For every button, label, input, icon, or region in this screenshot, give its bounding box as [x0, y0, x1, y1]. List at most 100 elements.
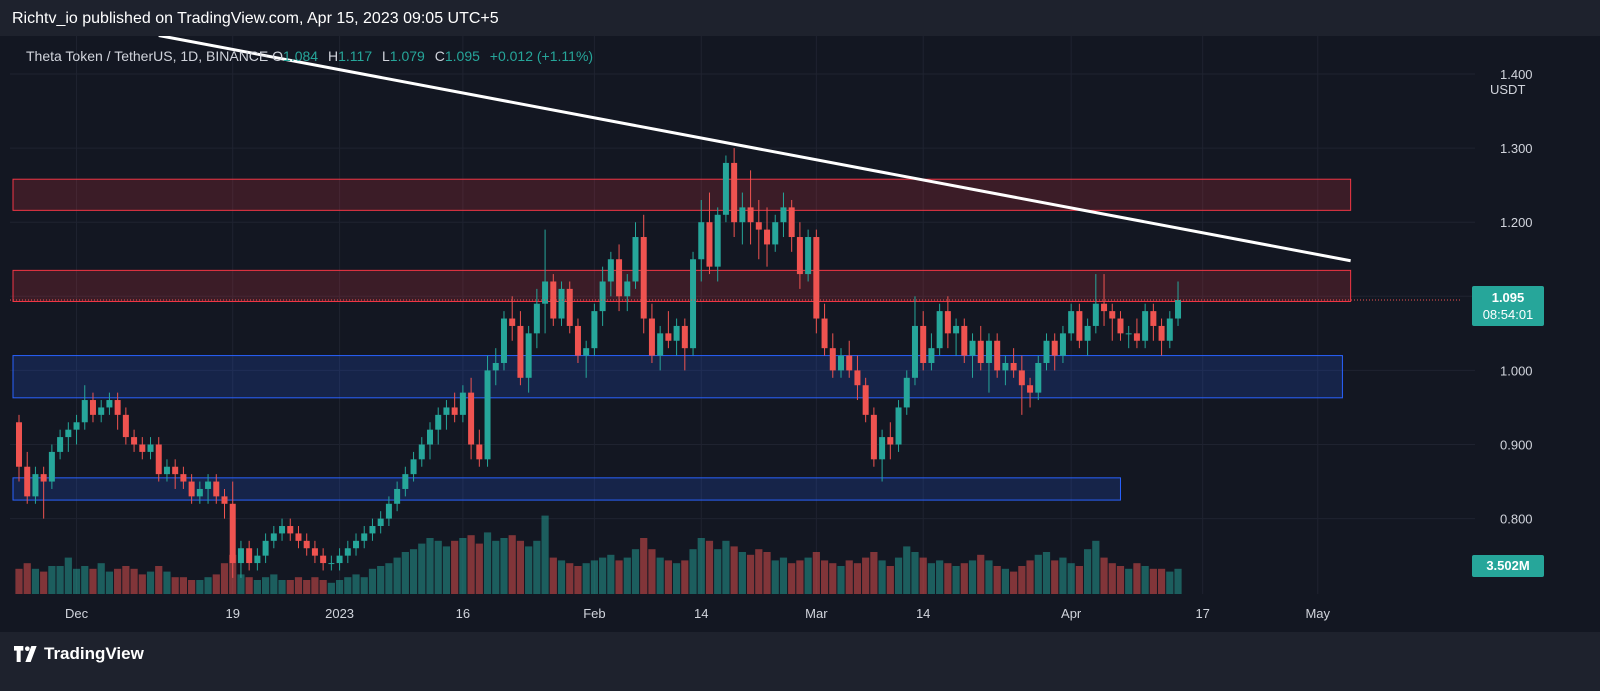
volume-bar — [788, 563, 796, 594]
volume-bar — [689, 549, 697, 594]
candle-body — [394, 488, 401, 504]
volume-bar — [196, 580, 204, 594]
candle-body — [262, 540, 269, 556]
candle-body — [196, 488, 203, 497]
volume-bar — [993, 566, 1001, 594]
volume-bar — [311, 577, 319, 594]
candle-body — [838, 355, 844, 371]
candle-body — [16, 422, 22, 467]
volume-bar — [138, 574, 146, 594]
time-tick-label: 14 — [694, 606, 708, 621]
volume-bar — [664, 560, 672, 594]
volume-bar — [130, 568, 138, 594]
candle-body — [1084, 325, 1091, 341]
price-tick-label: 0.800 — [1500, 512, 1533, 527]
candle-body — [24, 466, 31, 497]
volume-bar — [48, 566, 56, 594]
volume-bar — [894, 557, 903, 594]
volume-bar — [1149, 568, 1157, 594]
candle-body — [32, 474, 39, 497]
candle-body — [961, 325, 968, 356]
volume-bar — [401, 552, 409, 594]
candle-body — [928, 348, 935, 363]
candle-body — [344, 548, 351, 556]
price-axis[interactable]: 1.400 1.300 1.200 1.000 0.900 0.800 — [1500, 67, 1533, 527]
candle-body — [566, 288, 573, 326]
candle-body — [163, 466, 170, 475]
volume-label: 3.502M — [1486, 558, 1530, 573]
volume-bar — [623, 557, 631, 594]
candle-body — [854, 370, 861, 386]
publisher-bar: Richtv_io published on TradingView.com, … — [0, 0, 1600, 36]
candle-body — [681, 325, 688, 349]
candle-body — [435, 414, 442, 430]
volume-bar — [533, 540, 541, 594]
candle-body — [311, 548, 318, 556]
time-axis[interactable]: Dec 19 2023 16 Feb 14 Mar 14 Apr 17 May — [65, 606, 1331, 621]
price-tick-label: 1.400 — [1500, 67, 1533, 82]
volume-bars — [15, 515, 1182, 594]
volume-bar — [714, 549, 722, 594]
volume-bar — [673, 563, 681, 594]
candle-body — [172, 466, 179, 475]
support-zone — [12, 355, 1343, 399]
volume-bar — [919, 557, 927, 594]
candle-body — [500, 318, 507, 363]
candle-body — [361, 533, 368, 541]
candle-body — [722, 162, 729, 215]
tradingview-logo[interactable]: TradingView — [14, 644, 144, 664]
candle-body — [1142, 311, 1149, 341]
resistance-zone — [12, 269, 1352, 302]
volume-bar — [122, 566, 130, 594]
volume-bar — [886, 566, 894, 594]
axis-unit-label: USDT — [1490, 82, 1526, 97]
time-tick-label: 2023 — [325, 606, 354, 621]
candle-body — [336, 555, 343, 564]
volume-bar — [549, 557, 557, 594]
time-tick-label: 19 — [225, 606, 239, 621]
candle-body — [1059, 333, 1066, 356]
volume-bar — [368, 568, 377, 594]
volume-bar — [615, 560, 623, 594]
volume-bar — [270, 574, 278, 594]
volume-bar — [968, 560, 977, 594]
candle-body — [903, 377, 910, 408]
candle-body — [1010, 362, 1017, 371]
candle-body — [155, 444, 162, 475]
volume-bar — [360, 577, 368, 594]
candle-body — [451, 407, 458, 415]
candle-body — [1175, 300, 1182, 319]
candle-body — [632, 237, 639, 282]
volume-bar — [829, 563, 837, 594]
volume-bar — [220, 563, 229, 594]
candle-body — [599, 281, 606, 312]
volume-bar — [344, 577, 352, 594]
candlestick-chart[interactable]: 1.400 1.300 1.200 1.000 0.900 0.800 Dec 19 2023… — [10, 36, 1590, 632]
volume-bar — [1092, 540, 1100, 594]
candle-body — [180, 474, 187, 482]
volume-bar — [475, 543, 483, 594]
volume-bar — [171, 577, 179, 594]
candle-body — [476, 444, 483, 460]
candle-body — [188, 481, 195, 497]
volume-bar — [237, 574, 245, 594]
volume-bar — [97, 563, 105, 594]
candle-body — [1035, 362, 1042, 393]
candle-body — [1068, 311, 1075, 334]
candle-body — [57, 437, 64, 452]
candle-body — [106, 400, 113, 408]
volume-bar — [944, 563, 952, 594]
candle-body — [1166, 318, 1173, 341]
volume-bar — [566, 563, 574, 594]
candle-body — [98, 407, 105, 415]
volume-bar — [977, 554, 985, 594]
volume-bar — [245, 577, 253, 594]
volume-bar — [1075, 566, 1083, 594]
volume-bar — [960, 563, 968, 594]
candle-body — [385, 503, 392, 519]
chart-area[interactable]: 1.400 1.300 1.200 1.000 0.900 0.800 Dec 19 2023… — [10, 36, 1590, 632]
candle-body — [788, 207, 795, 238]
candle-body — [131, 437, 138, 445]
time-tick-label: May — [1305, 606, 1330, 621]
candle-body — [558, 288, 565, 319]
